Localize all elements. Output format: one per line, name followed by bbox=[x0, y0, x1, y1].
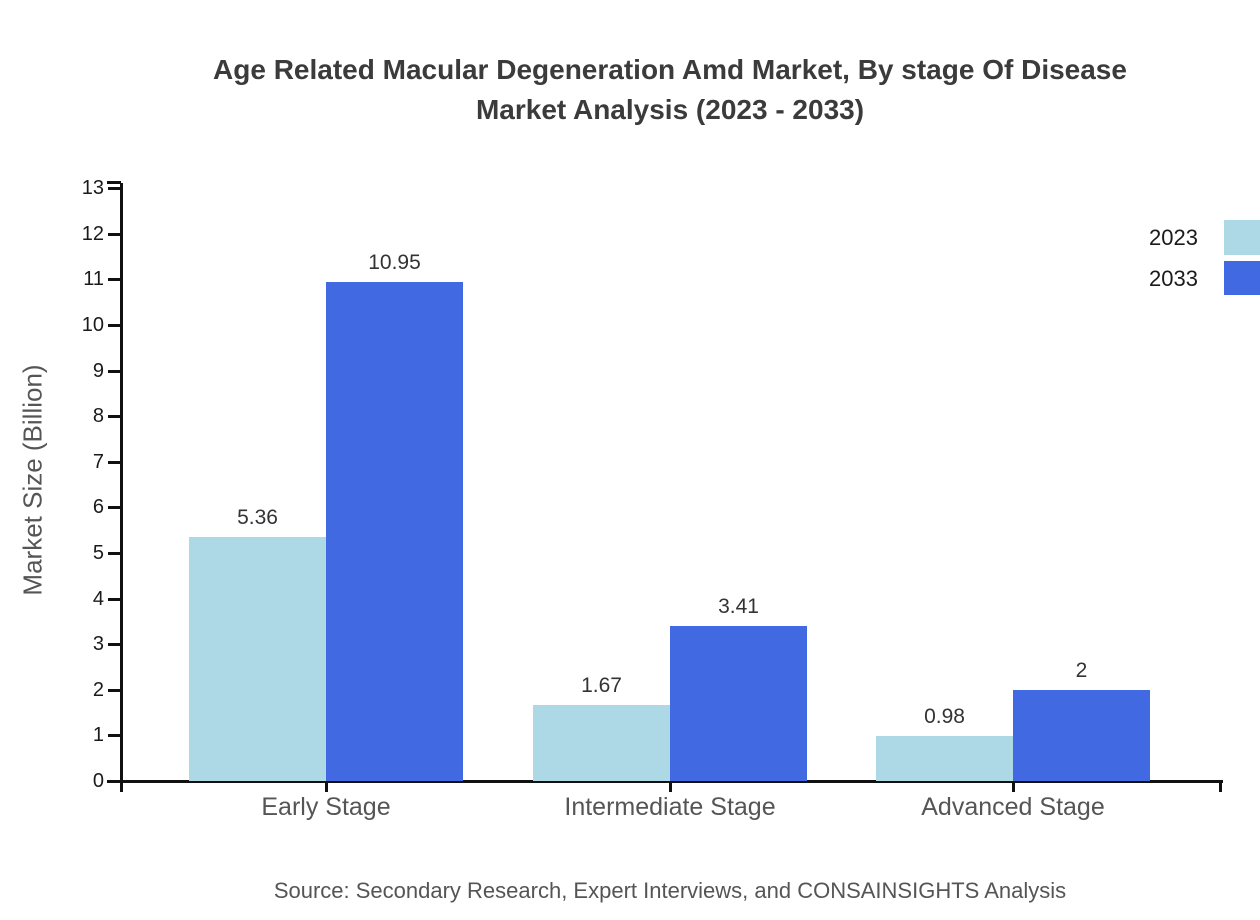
y-tick-mark bbox=[108, 460, 121, 464]
y-tick-mark bbox=[108, 278, 121, 282]
bar-value-label: 2 bbox=[1075, 659, 1088, 682]
y-tick-mark bbox=[108, 734, 121, 738]
x-axis-line bbox=[107, 780, 1223, 783]
legend-label-2033: 2033 bbox=[1149, 266, 1198, 291]
y-tick-mark bbox=[108, 643, 121, 647]
y-tick-label: 2 bbox=[92, 678, 104, 701]
bar-2023-early-stage bbox=[189, 537, 326, 781]
y-tick-label: 9 bbox=[92, 359, 104, 382]
y-tick-mark bbox=[108, 369, 121, 373]
bar-2033-intermediate-stage bbox=[670, 626, 807, 781]
chart-title-line1: Age Related Macular Degeneration Amd Mar… bbox=[213, 54, 1127, 85]
bar-2023-advanced-stage bbox=[876, 736, 1013, 781]
chart-title: Age Related Macular Degeneration Amd Mar… bbox=[140, 50, 1200, 130]
y-tick-mark bbox=[108, 506, 121, 510]
y-tick-label: 12 bbox=[81, 222, 104, 245]
y-tick-label: 7 bbox=[92, 450, 104, 473]
y-tick-mark bbox=[108, 187, 121, 191]
y-tick-label: 6 bbox=[92, 496, 104, 519]
source-note: Source: Secondary Research, Expert Inter… bbox=[273, 878, 1067, 903]
y-tick-mark bbox=[108, 232, 121, 236]
bar-2023-intermediate-stage bbox=[533, 705, 670, 781]
y-tick-mark bbox=[108, 552, 121, 555]
y-tick-label: 8 bbox=[92, 405, 104, 428]
y-tick-mark bbox=[108, 597, 121, 601]
legend-label-2023: 2023 bbox=[1149, 225, 1198, 250]
y-axis-end-cap bbox=[107, 181, 121, 184]
y-tick-mark bbox=[108, 415, 121, 419]
x-axis-end-cap bbox=[1219, 781, 1222, 792]
y-tick-mark bbox=[108, 688, 121, 692]
bar-value-label: 1.67 bbox=[581, 674, 622, 697]
bar-value-label: 3.41 bbox=[718, 595, 759, 618]
y-axis-line bbox=[120, 183, 123, 792]
y-tick-label: 13 bbox=[81, 177, 104, 200]
bar-2033-early-stage bbox=[326, 282, 463, 781]
y-tick-label: 1 bbox=[92, 724, 104, 747]
bar-value-label: 0.98 bbox=[924, 705, 965, 728]
bar-2033-advanced-stage bbox=[1013, 690, 1150, 781]
legend-item-2023: 2023 bbox=[1098, 220, 1260, 255]
category-tick bbox=[325, 781, 328, 792]
y-tick-label: 4 bbox=[92, 587, 104, 610]
legend-swatch-2033 bbox=[1224, 261, 1260, 295]
y-tick-mark bbox=[108, 780, 121, 783]
y-tick-label: 3 bbox=[92, 633, 104, 656]
category-tick bbox=[1012, 781, 1015, 792]
legend-item-2033: 2033 bbox=[1098, 261, 1260, 296]
legend-swatch-2023 bbox=[1224, 220, 1260, 255]
y-tick-label: 0 bbox=[92, 770, 104, 792]
chart-title-line2: Market Analysis (2023 - 2033) bbox=[475, 94, 865, 125]
bar-value-label: 10.95 bbox=[368, 251, 421, 274]
y-tick-mark bbox=[108, 324, 121, 327]
category-label: Intermediate Stage bbox=[564, 793, 776, 821]
y-tick-label: 11 bbox=[83, 268, 104, 291]
category-label: Early Stage bbox=[261, 793, 391, 821]
bar-value-label: 5.36 bbox=[237, 506, 278, 529]
category-label: Advanced Stage bbox=[921, 793, 1105, 821]
y-tick-label: 5 bbox=[92, 542, 104, 564]
category-tick bbox=[669, 781, 672, 792]
y-tick-label: 10 bbox=[81, 314, 104, 336]
